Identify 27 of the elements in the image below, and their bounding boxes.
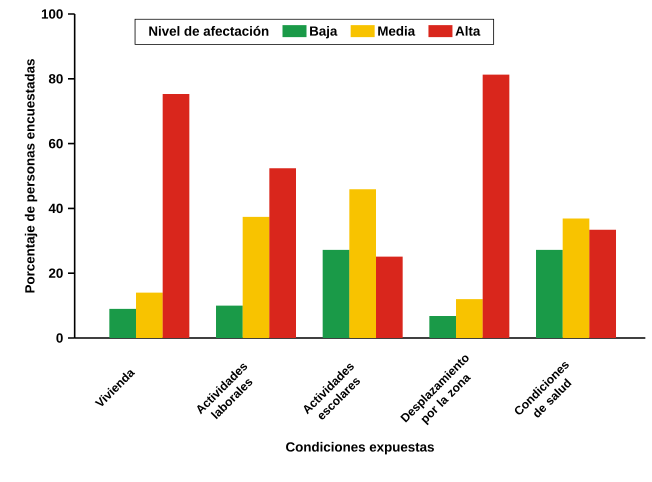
bar: [162, 94, 190, 338]
y-tick-label: 60: [48, 138, 63, 148]
bar: [562, 218, 590, 338]
bar: [482, 74, 510, 338]
bar: [456, 299, 483, 338]
y-tick-label: 100: [42, 9, 63, 19]
y-axis-title: Porcentaje de personas encuestadas: [24, 59, 38, 293]
bar: [429, 316, 456, 338]
bar: [216, 306, 243, 338]
bar: [242, 216, 270, 338]
x-axis-title: Condiciones expuestas: [286, 442, 434, 454]
y-tick-label: 0: [56, 333, 63, 343]
bar: [109, 308, 136, 338]
bar: [589, 230, 616, 338]
bar: [269, 168, 296, 338]
legend-label: Alta: [455, 26, 480, 36]
bar: [376, 256, 403, 338]
bar: [136, 292, 163, 338]
legend-title: Nivel de afectación: [149, 26, 268, 36]
y-tick-label: 80: [48, 74, 63, 84]
bar: [349, 189, 376, 338]
y-tick-label: 20: [48, 268, 63, 278]
y-tick-label: 40: [48, 204, 63, 214]
legend-label: Media: [378, 26, 416, 36]
bar: [536, 250, 563, 338]
legend-label: Baja: [310, 26, 338, 38]
bar: [322, 250, 350, 338]
